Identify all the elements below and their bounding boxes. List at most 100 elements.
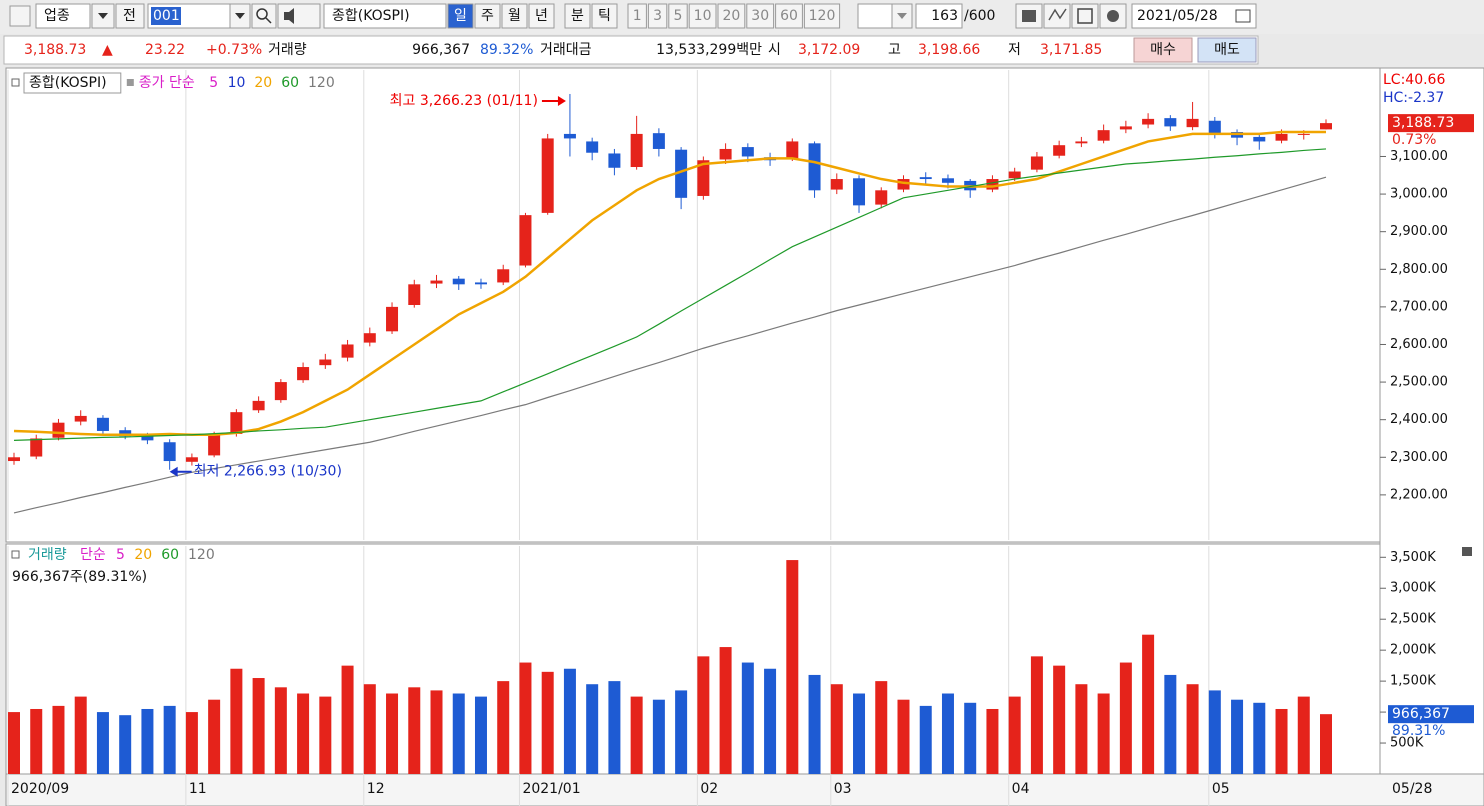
annotation-arrow-head: [557, 95, 566, 106]
candle-body: [919, 177, 932, 180]
interval-tab[interactable]: [775, 3, 803, 29]
calendar-icon[interactable]: [1235, 9, 1251, 23]
high: 3,198.66: [918, 42, 980, 58]
volume-bar: [1053, 665, 1066, 774]
y-tick-label: 2,900.00: [1390, 224, 1448, 239]
moving-average-line: [13, 148, 1327, 441]
x-tick-label: 03: [834, 781, 852, 797]
period-tab[interactable]: [447, 3, 474, 29]
market-select[interactable]: [35, 3, 91, 29]
x-tick-label: 02: [700, 781, 718, 797]
candle-body: [52, 422, 65, 438]
code: 001: [153, 8, 180, 24]
period-label: 틱: [598, 8, 611, 24]
count-max: /600: [964, 8, 995, 24]
open: 3,172.09: [798, 42, 860, 58]
candle-body: [341, 344, 354, 358]
date-input[interactable]: [1131, 3, 1257, 29]
candle-body: [941, 178, 954, 183]
y-tick-label: 500K: [1390, 736, 1424, 751]
candle-body: [675, 149, 688, 198]
quote-bar: [3, 35, 1259, 65]
period-tab[interactable]: [591, 3, 618, 29]
interval-tab[interactable]: [688, 3, 717, 29]
prev-button[interactable]: [115, 3, 145, 29]
volume-bar: [875, 681, 888, 774]
interval-tab[interactable]: [627, 3, 647, 29]
period-label: 분: [571, 8, 584, 24]
candle-body: [741, 147, 754, 157]
sell-button[interactable]: [1197, 37, 1257, 63]
title-box: [23, 72, 122, 94]
period-tab[interactable]: [528, 3, 555, 29]
search-button[interactable]: [251, 3, 277, 29]
volume-bar: [363, 684, 376, 774]
candle-body: [408, 284, 421, 305]
volume-bar: [630, 696, 643, 774]
volume-bar: [1208, 690, 1221, 774]
volume-bar: [1253, 702, 1266, 774]
dropdown-arrow: [897, 13, 907, 19]
candle-body: [1208, 120, 1221, 134]
y-tick-label: 2,300.00: [1390, 450, 1448, 465]
annotation-arrow-head: [169, 466, 178, 477]
buy-button[interactable]: [1133, 37, 1193, 63]
interval-tab[interactable]: [668, 3, 688, 29]
volume-bar: [941, 693, 954, 774]
volume-bar: [964, 702, 977, 774]
count: 163: [931, 8, 958, 24]
candle-body: [630, 133, 643, 168]
volume-bar: [52, 705, 65, 774]
volume-bar: [452, 693, 465, 774]
interval-label: 120: [809, 8, 836, 24]
volume-bar: [386, 693, 399, 774]
y-tick-label: 2,400.00: [1390, 412, 1448, 427]
code-selection: [151, 7, 181, 25]
volume-bar: [497, 681, 510, 774]
candle-body: [386, 306, 399, 332]
tool-button[interactable]: [1043, 3, 1071, 29]
high-annotation: 최고 3,266.23 (01/11): [390, 93, 538, 109]
low-annotation: 최저 2,266.93 (10/30): [194, 464, 342, 480]
volume-bar: [1186, 684, 1199, 774]
volume-label: 거래량: [268, 42, 307, 58]
period-tab[interactable]: [474, 3, 501, 29]
volume-bar: [185, 712, 198, 774]
amount-label: 거래대금: [540, 42, 592, 58]
interval-tab[interactable]: [647, 3, 668, 29]
save-button[interactable]: [1071, 3, 1099, 29]
menu-icon[interactable]: [9, 5, 31, 27]
count-input[interactable]: [915, 3, 963, 29]
period-tab[interactable]: [501, 3, 528, 29]
legend-entry: 20: [134, 547, 152, 563]
sound-icon: [284, 8, 294, 24]
interval-label: 5: [674, 8, 683, 24]
interval-tab[interactable]: [746, 3, 775, 29]
last-date: 05/28: [1392, 781, 1432, 797]
candle-body: [96, 417, 109, 431]
candle-body: [830, 179, 843, 190]
volume-bar: [319, 696, 332, 774]
last-price-badge: [1388, 114, 1474, 133]
ma-label: 단순: [80, 547, 106, 563]
candle-body: [1275, 133, 1288, 141]
interval-label: 10: [694, 8, 712, 24]
volume-bar: [808, 674, 821, 774]
name-box[interactable]: [323, 3, 447, 29]
interval-tab[interactable]: [717, 3, 746, 29]
period-tab[interactable]: [564, 3, 591, 29]
chart-title: 종합(KOSPI): [29, 75, 107, 91]
volume-bar: [230, 668, 243, 774]
volume-bar: [519, 662, 532, 774]
volume-bar: [786, 560, 799, 774]
volume-bar: [208, 699, 221, 774]
change-pct: +0.73%: [206, 42, 262, 58]
last-change-pct: 0.73%: [1392, 132, 1436, 148]
candle-body: [119, 430, 132, 437]
legend-entry: 60: [161, 547, 179, 563]
panel-icon[interactable]: [1462, 547, 1472, 556]
volume-bar: [252, 678, 265, 774]
y-tick-label: 2,200.00: [1390, 487, 1448, 502]
interval-tab[interactable]: [803, 3, 841, 29]
